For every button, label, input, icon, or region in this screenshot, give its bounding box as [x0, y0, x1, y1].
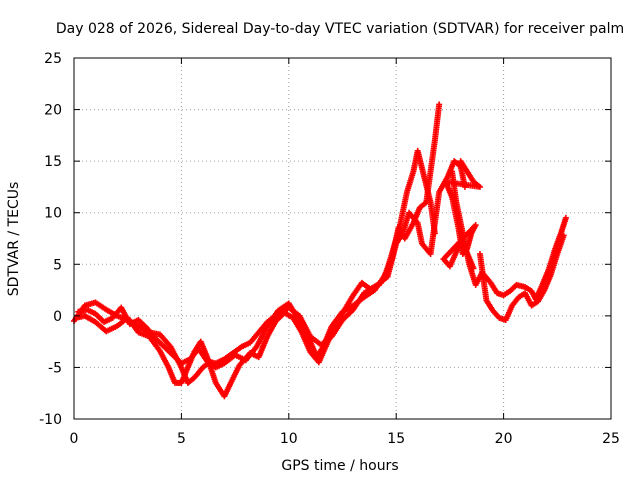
x-axis-label: GPS time / hours — [281, 458, 398, 474]
y-tick-label: -10 — [39, 412, 62, 428]
data-point-marker — [562, 214, 569, 221]
y-axis-label: SDTVAR / TECUs — [6, 182, 22, 297]
y-tick-label: 20 — [44, 103, 62, 119]
x-tick-label: 20 — [495, 431, 513, 447]
data-point-marker — [470, 265, 477, 272]
x-tick-label: 10 — [280, 431, 298, 447]
y-tick-label: 25 — [44, 51, 62, 67]
y-axis-ticks: -10 -5 0 5 10 15 20 25 — [39, 51, 611, 428]
y-tick-label: -5 — [48, 360, 62, 376]
y-tick-label: 10 — [44, 206, 62, 222]
data-point-marker — [560, 232, 567, 239]
x-tick-label: 0 — [70, 431, 79, 447]
chart-title: Day 028 of 2026, Sidereal Day-to-day VTE… — [56, 21, 624, 37]
y-tick-label: 0 — [53, 309, 62, 325]
x-tick-label: 5 — [177, 431, 186, 447]
x-axis-ticks: 0 5 10 15 20 25 — [70, 58, 620, 447]
grid-lines — [74, 58, 611, 419]
x-tick-label: 15 — [387, 431, 405, 447]
plot-frame — [73, 57, 612, 420]
y-tick-label: 15 — [44, 154, 62, 170]
y-tick-label: 5 — [53, 257, 62, 273]
data-point-marker — [436, 101, 443, 108]
x-tick-label: 25 — [602, 431, 620, 447]
data-points — [71, 101, 569, 400]
